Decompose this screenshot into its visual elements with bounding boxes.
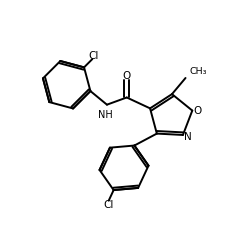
Text: O: O: [193, 106, 201, 116]
Text: Cl: Cl: [88, 51, 99, 61]
Text: Cl: Cl: [103, 200, 114, 210]
Text: O: O: [123, 71, 131, 81]
Text: NH: NH: [98, 110, 113, 120]
Text: CH₃: CH₃: [190, 67, 207, 76]
Text: N: N: [184, 132, 192, 142]
